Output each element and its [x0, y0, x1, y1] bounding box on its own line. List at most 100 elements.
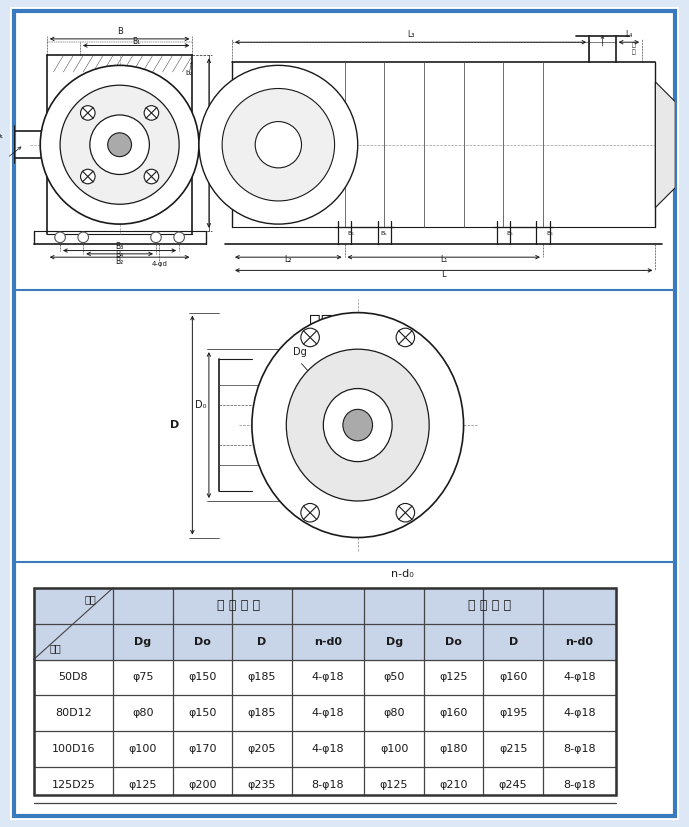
Text: Do: Do: [194, 637, 211, 647]
Text: 80D12: 80D12: [55, 708, 92, 719]
Text: φ195: φ195: [499, 708, 527, 719]
Text: 125D25: 125D25: [52, 780, 95, 790]
Text: φ75: φ75: [132, 672, 154, 682]
Circle shape: [174, 232, 185, 242]
Ellipse shape: [396, 504, 415, 522]
Ellipse shape: [301, 504, 320, 522]
Text: B: B: [116, 27, 123, 36]
Text: φ125: φ125: [380, 780, 409, 790]
Circle shape: [60, 85, 179, 204]
Text: φ215: φ215: [499, 744, 527, 754]
Text: 出
水: 出 水: [633, 43, 636, 55]
Text: B₃: B₃: [116, 241, 124, 251]
Bar: [424, 624, 484, 660]
Text: n-d0: n-d0: [565, 637, 593, 647]
Ellipse shape: [323, 389, 392, 461]
Ellipse shape: [287, 349, 429, 501]
Circle shape: [144, 170, 158, 184]
Text: B₂: B₂: [116, 257, 124, 265]
Text: L₄: L₄: [626, 30, 633, 39]
Text: Dg: Dg: [134, 637, 152, 647]
Text: 吐 出 法 兰: 吐 出 法 兰: [469, 600, 511, 612]
Text: φ185: φ185: [247, 672, 276, 682]
Text: φ180: φ180: [440, 744, 468, 754]
Text: 50D8: 50D8: [59, 672, 88, 682]
Circle shape: [222, 88, 335, 201]
Ellipse shape: [396, 328, 415, 347]
Text: B₄: B₄: [116, 250, 123, 259]
Text: φ50: φ50: [383, 672, 405, 682]
Text: L₃: L₃: [407, 30, 414, 39]
Text: 8-φ18: 8-φ18: [563, 744, 595, 754]
Text: B₅: B₅: [506, 232, 513, 237]
Bar: [232, 624, 291, 660]
Text: 100D16: 100D16: [52, 744, 95, 754]
Bar: [364, 624, 424, 660]
Text: 吸入吐出法兰: 吸入吐出法兰: [309, 313, 380, 332]
Circle shape: [55, 232, 65, 242]
Text: Bₛ: Bₛ: [381, 232, 387, 237]
Text: B₆: B₆: [348, 232, 354, 237]
Text: φ150: φ150: [188, 708, 216, 719]
Text: φ80: φ80: [383, 708, 405, 719]
Text: φ100: φ100: [129, 744, 157, 754]
Text: 8-φ18: 8-φ18: [311, 780, 344, 790]
Circle shape: [144, 106, 158, 120]
Circle shape: [199, 65, 358, 224]
Text: 4-φ18: 4-φ18: [311, 708, 344, 719]
Text: D: D: [508, 637, 518, 647]
Text: 尺寸: 尺寸: [50, 643, 62, 653]
Text: L₁: L₁: [440, 256, 447, 265]
Text: φ125: φ125: [129, 780, 157, 790]
Text: Dg: Dg: [386, 637, 402, 647]
Text: H₂: H₂: [214, 96, 223, 104]
Text: φ210: φ210: [440, 780, 468, 790]
Circle shape: [78, 232, 88, 242]
Text: φ80: φ80: [132, 708, 154, 719]
Text: φ170: φ170: [188, 744, 216, 754]
Circle shape: [151, 232, 161, 242]
Text: H₁: H₁: [214, 184, 223, 192]
Bar: [484, 624, 543, 660]
Text: 型号: 型号: [85, 595, 96, 605]
Text: φ100: φ100: [380, 744, 409, 754]
Circle shape: [90, 115, 150, 174]
Circle shape: [107, 133, 132, 156]
Text: φ160: φ160: [499, 672, 527, 682]
Text: n-d0: n-d0: [314, 637, 342, 647]
Text: D: D: [257, 637, 267, 647]
Bar: [113, 624, 172, 660]
Bar: [34, 588, 616, 795]
Text: b₁: b₁: [0, 133, 4, 139]
Text: φ200: φ200: [188, 780, 216, 790]
Text: 4-φ18: 4-φ18: [563, 672, 595, 682]
Text: 4-φ18: 4-φ18: [311, 744, 344, 754]
Text: φ235: φ235: [247, 780, 276, 790]
Text: D₀: D₀: [196, 400, 207, 410]
Polygon shape: [655, 82, 675, 208]
Text: φ245: φ245: [499, 780, 528, 790]
Text: B₆: B₆: [546, 232, 553, 237]
Bar: [291, 624, 364, 660]
Text: 4-φ18: 4-φ18: [563, 708, 595, 719]
Ellipse shape: [252, 313, 464, 538]
Ellipse shape: [301, 328, 320, 347]
Bar: [543, 624, 616, 660]
Text: φ160: φ160: [440, 708, 468, 719]
Text: D: D: [170, 420, 179, 430]
Text: φ125: φ125: [440, 672, 468, 682]
Text: L₂: L₂: [285, 256, 292, 265]
Circle shape: [81, 106, 95, 120]
Text: φ205: φ205: [247, 744, 276, 754]
Text: Dg: Dg: [293, 347, 307, 357]
Text: 8-φ18: 8-φ18: [563, 780, 595, 790]
Ellipse shape: [343, 409, 373, 441]
Text: 4-φd: 4-φd: [152, 261, 167, 267]
Bar: [34, 588, 113, 624]
Text: 吸 入 法 兰: 吸 入 法 兰: [217, 600, 260, 612]
Circle shape: [40, 65, 199, 224]
Circle shape: [81, 170, 95, 184]
Text: B₁: B₁: [132, 36, 140, 45]
Text: φ185: φ185: [247, 708, 276, 719]
Circle shape: [255, 122, 302, 168]
